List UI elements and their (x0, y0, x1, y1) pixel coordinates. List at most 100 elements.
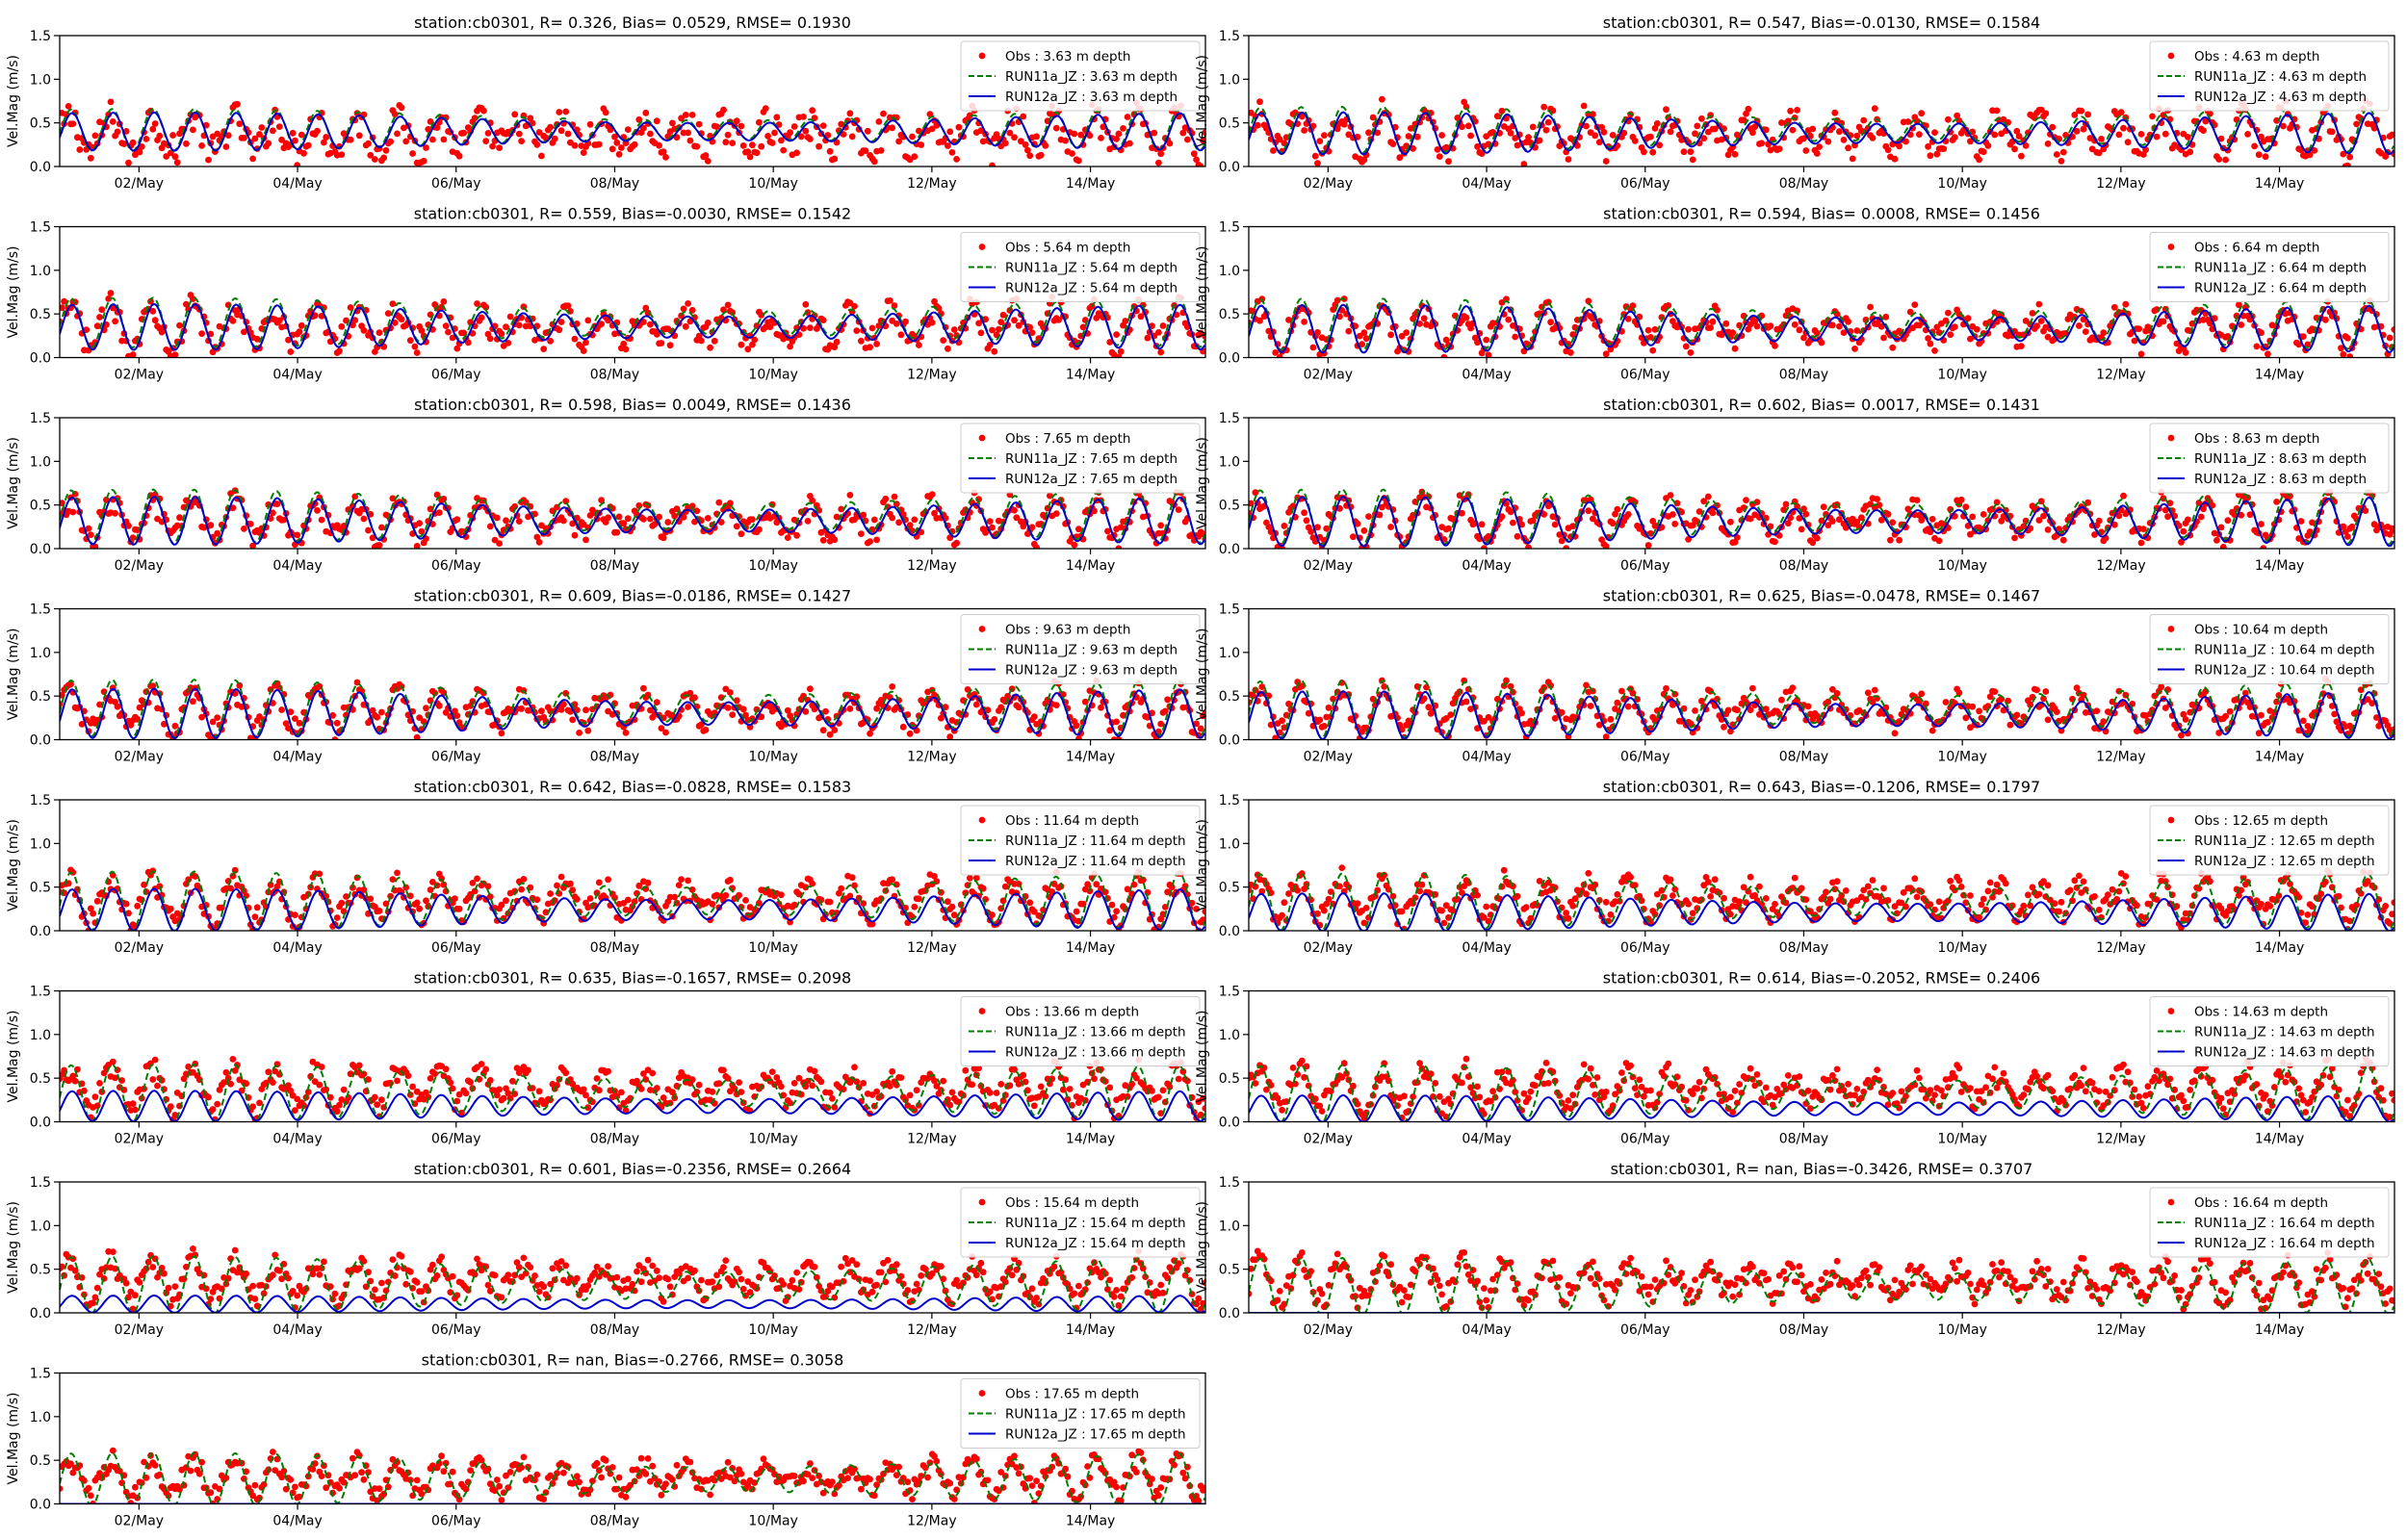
obs-point (1369, 114, 1377, 121)
obs-point (1904, 505, 1912, 513)
obs-point (76, 146, 84, 153)
obs-point (2042, 110, 2050, 117)
subplot-6: station:cb0301, R= 0.602, Bias= 0.0017, … (1195, 396, 2395, 574)
obs-point (1772, 538, 1778, 546)
obs-point (251, 135, 259, 142)
obs-point (1161, 707, 1169, 715)
run11a-line (60, 678, 1205, 738)
obs-point (948, 903, 956, 911)
obs-point (409, 150, 416, 157)
obs-point (1407, 125, 1414, 132)
obs-point (784, 706, 791, 714)
y-tick-label: 0.0 (30, 924, 51, 939)
obs-point (2161, 130, 2169, 138)
obs-point (620, 520, 628, 527)
obs-point (972, 874, 980, 882)
obs-point (862, 147, 869, 155)
obs-point (1069, 150, 1075, 157)
obs-point (1381, 683, 1388, 690)
obs-point (2182, 716, 2189, 723)
obs-point (564, 302, 572, 309)
obs-point (724, 131, 732, 139)
obs-point (420, 157, 427, 165)
obs-point (1976, 707, 1983, 715)
obs-point (1405, 133, 1412, 140)
obs-point (1740, 116, 1747, 124)
obs-point (1889, 344, 1897, 351)
obs-point (953, 539, 960, 547)
x-tick-label: 02/May (115, 368, 164, 383)
obs-point (205, 156, 212, 164)
y-tick-label: 0.0 (1219, 733, 1240, 749)
obs-point (2238, 321, 2245, 328)
obs-point (156, 132, 164, 140)
obs-point (1249, 500, 1255, 507)
obs-point (744, 346, 752, 353)
obs-point (1474, 725, 1481, 732)
obs-point (69, 120, 77, 127)
obs-point (1157, 522, 1165, 529)
obs-point (2037, 318, 2045, 324)
obs-point (515, 321, 523, 329)
x-tick-label: 08/May (1779, 176, 1828, 192)
obs-point (198, 142, 206, 149)
x-tick-label: 12/May (2096, 368, 2145, 383)
obs-point (1669, 511, 1676, 518)
obs-series (60, 487, 1205, 549)
obs-point (1800, 334, 1807, 342)
obs-point (1951, 134, 1958, 141)
x-tick-label: 08/May (590, 940, 639, 956)
obs-point (1641, 148, 1647, 156)
obs-point (1442, 715, 1450, 722)
obs-point (423, 705, 429, 712)
y-axis-label: Vel.Mag (m/s) (6, 628, 21, 720)
obs-point (680, 305, 687, 313)
obs-point (2364, 696, 2371, 703)
obs-point (1840, 329, 1848, 336)
obs-point (778, 891, 785, 899)
obs-point (96, 701, 103, 708)
obs-point (1106, 339, 1114, 346)
obs-point (2084, 111, 2092, 118)
obs-point (65, 103, 72, 110)
run12a-line (60, 496, 1205, 546)
y-tick-label: 1.0 (30, 836, 51, 852)
obs-point (685, 877, 691, 885)
obs-point (442, 322, 450, 329)
obs-point (707, 344, 713, 351)
obs-point (1902, 138, 1909, 145)
legend-obs-marker (978, 244, 986, 250)
obs-point (586, 120, 594, 128)
obs-point (2273, 116, 2281, 124)
obs-point (398, 104, 405, 112)
obs-point (1037, 151, 1045, 159)
obs-point (749, 516, 756, 523)
obs-point (664, 519, 672, 526)
obs-point (1518, 521, 1525, 528)
obs-point (800, 114, 807, 120)
obs-point (107, 98, 115, 106)
obs-point (1289, 502, 1297, 510)
subplot-title: station:cb0301, R= 0.642, Bias=-0.0828, … (414, 778, 851, 796)
obs-point (1026, 899, 1034, 907)
obs-point (365, 140, 372, 147)
obs-point (620, 340, 628, 347)
legend-entry: RUN11a_JZ : 6.64 m depth (2194, 261, 2367, 276)
legend-entry: RUN12a_JZ : 3.63 m depth (1005, 90, 1178, 105)
obs-point (518, 138, 525, 145)
obs-point (413, 349, 421, 356)
legend-entry: Obs : 7.65 m depth (1005, 431, 1130, 447)
obs-point (506, 313, 514, 321)
obs-point (1849, 155, 1856, 163)
obs-point (916, 342, 922, 348)
plot-area (60, 290, 1205, 358)
obs-point (1724, 706, 1732, 714)
obs-point (1333, 296, 1341, 304)
obs-point (1743, 497, 1749, 503)
obs-point (1991, 131, 1999, 139)
obs-point (375, 542, 383, 549)
obs-point (275, 123, 283, 131)
obs-point (440, 881, 448, 888)
obs-point (1962, 503, 1970, 511)
obs-point (1918, 110, 1926, 117)
